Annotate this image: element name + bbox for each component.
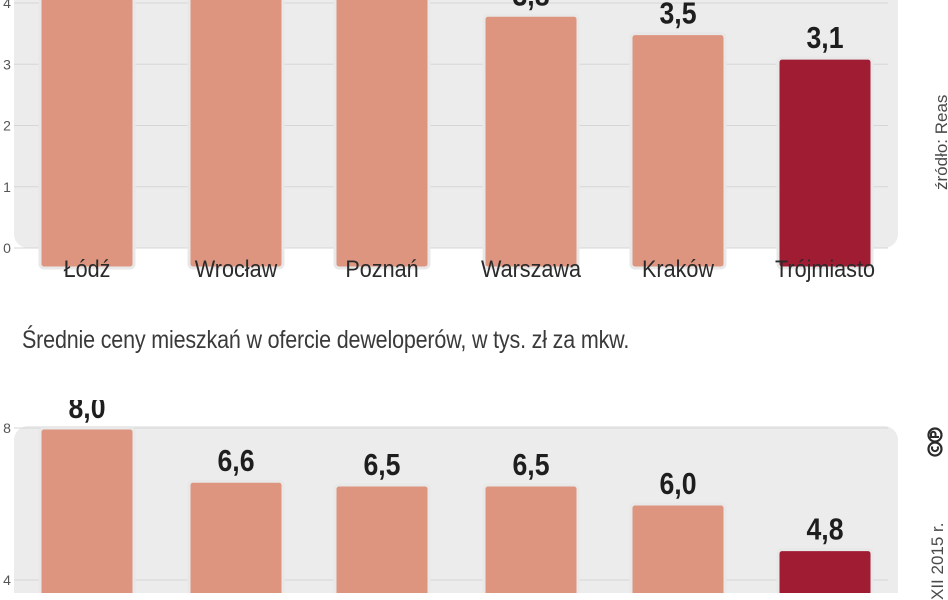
chart-1-bar (189, 0, 283, 268)
chart-2-bar (189, 481, 283, 593)
chart-1-ytick-label: 0 (3, 240, 11, 256)
chart-2-bar (631, 504, 725, 593)
chart-2-bar (484, 485, 578, 593)
source-label: źródło: Reas (932, 95, 948, 190)
chart-2-value-label: 6,0 (659, 467, 696, 501)
chart-1-bar (40, 0, 134, 268)
chart-1-bar (484, 15, 578, 268)
creative-commons-icon (920, 427, 948, 457)
chart-1-category-label: Poznań (345, 255, 418, 282)
chart-1-ytick-label: 3 (3, 56, 11, 72)
chart-1-category-label: Trójmiasto (775, 255, 875, 282)
chart-1-bar (631, 34, 725, 268)
chart-2-value-label: 4,8 (806, 513, 843, 547)
chart-2-bar (40, 428, 134, 593)
chart-2-subtitle: Średnie ceny mieszkań w ofercie dewelope… (22, 326, 629, 355)
chart-2-panel (14, 426, 898, 593)
chart-2-value-label: 6,5 (512, 448, 549, 482)
chart-1-category-label: Wrocław (195, 255, 278, 282)
chart-2-value-label: 6,6 (217, 444, 254, 478)
chart-1-value-label: 3,8 (512, 0, 549, 13)
chart-2-bar (778, 550, 872, 593)
chart-2-value-label: 6,5 (363, 448, 400, 482)
chart-1-category-label: Łódź (64, 255, 111, 282)
chart-1-ytick-label: 2 (3, 118, 11, 134)
chart-2-ytick-label: 8 (3, 420, 11, 436)
chart-1-bar (778, 58, 872, 268)
chart-2-bar (335, 485, 429, 593)
chart-1-rental-yield: 0 1 2 3 4 Łódź Wrocław Poznań 3,8 Warszawa 3,5 Krak… (0, 0, 948, 320)
chart-1-category-label: Kraków (642, 255, 715, 282)
chart-1-ytick-label: 1 (3, 179, 11, 195)
chart-1-value-label: 3,1 (806, 21, 843, 55)
chart-2-ytick-label: 4 (3, 572, 11, 588)
date-label: XII 2015 r. (928, 523, 948, 600)
chart-2-value-label: 8,0 (68, 400, 105, 426)
chart-1-value-label: 3,5 (659, 0, 696, 31)
chart-1-bar (335, 0, 429, 268)
chart-2-developer-prices: 4 8 8,0 6,6 6,5 6,5 6,0 4,8 (0, 400, 948, 593)
chart-1-ytick-label: 4 (3, 0, 11, 11)
chart-1-category-label: Warszawa (481, 255, 581, 282)
chart-1-panel (14, 0, 898, 248)
